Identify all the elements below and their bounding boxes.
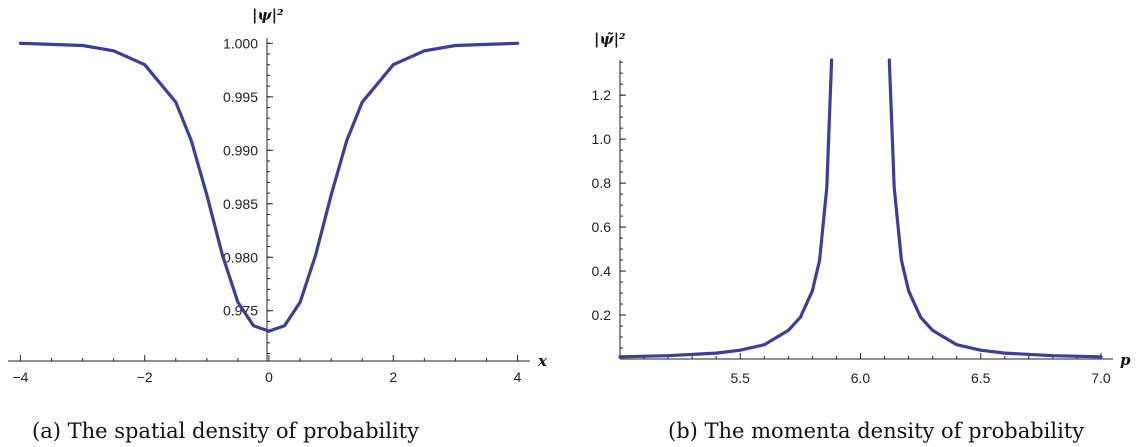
y-tick-label-b: 1.2 [592, 87, 612, 103]
x-tick-label-a: −4 [12, 369, 28, 385]
series-line-b-right [887, 58, 1103, 359]
x-tick-label-b: 6.5 [971, 370, 991, 386]
x-tick-label-a: 4 [514, 369, 522, 385]
y-tick-label-a: 0.990 [223, 142, 258, 158]
y-axis-label-a: |ψ|² [252, 6, 284, 24]
x-tick-label-a: −2 [137, 369, 153, 385]
chart-momenta-density: 5.5 6.0 6.5 7.0 0.2 0.4 0.6 0.8 1.0 1.2 p |ψ̃|² (… [592, 30, 1131, 443]
x-tick-label-b: 7.0 [1091, 370, 1111, 386]
x-tick-label-a: 2 [389, 369, 397, 385]
caption-b: (b) The momenta density of probability [668, 419, 1084, 443]
y-tick-label-a: 0.980 [223, 249, 258, 265]
series-line-a [18, 41, 520, 333]
y-tick-label-a: 0.975 [223, 303, 258, 319]
caption-a: (a) The spatial density of probability [32, 419, 419, 443]
x-axis-label-a: x [537, 352, 548, 370]
y-tick-label-b: 0.2 [592, 307, 612, 323]
y-tick-label-a: 0.995 [223, 89, 258, 105]
y-tick-label-b: 0.8 [592, 175, 612, 191]
y-tick-label-a: 1.000 [223, 35, 258, 51]
y-tick-label-b: 1.0 [592, 131, 612, 147]
y-axis-label-b: |ψ̃|² [594, 30, 626, 48]
x-tick-label-a: 0 [265, 369, 273, 385]
x-axis-label-b: p [1120, 351, 1131, 369]
series-line-b-left [618, 58, 834, 359]
y-tick-label-b: 0.4 [592, 263, 612, 279]
y-tick-label-a: 0.985 [223, 196, 258, 212]
y-tick-label-b: 0.6 [592, 219, 612, 235]
x-tick-label-b: 6.0 [851, 370, 871, 386]
x-tick-label-b: 5.5 [731, 370, 751, 386]
